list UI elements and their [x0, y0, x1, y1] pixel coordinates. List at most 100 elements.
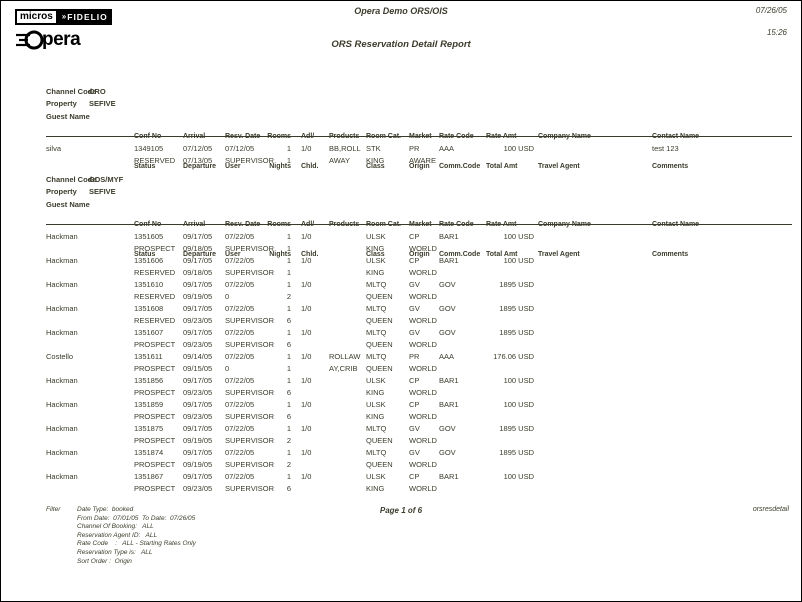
rate-code-cell: GOV [439, 279, 484, 291]
table-row: Hackman 1351607 PROSPECT 09/17/05 09/23/05… [1, 327, 801, 351]
resv-date: 07/22/05 [225, 472, 255, 481]
resv-user: SUPERVISOR [225, 459, 275, 469]
room-class: QUEEN [366, 339, 393, 349]
resv-date-user-cell: 07/22/05 SUPERVISOR [225, 375, 274, 398]
market: CP [409, 472, 420, 481]
rate-code: BAR1 [439, 376, 459, 385]
market: GV [409, 448, 420, 457]
comments: test 123 [652, 144, 679, 153]
rate-code: GOV [439, 424, 456, 433]
column-header-bottom: Nights [269, 251, 291, 258]
column-header-top: Resv. Date [225, 133, 261, 140]
conf-no: 1349105 [134, 144, 164, 153]
column-header-bottom: Status [134, 163, 156, 170]
rooms: 1 [286, 144, 291, 153]
rate-amt: 100 USD [503, 376, 534, 385]
rate-code: GOV [439, 304, 456, 313]
rate-code-cell: AAA [439, 143, 484, 155]
report-time: 15:26 [766, 28, 787, 37]
room-class: KING [366, 155, 385, 165]
resv-date-user-cell: 07/22/05 SUPERVISOR [225, 255, 274, 278]
departure: 09/23/05 [183, 387, 213, 397]
header-rule [46, 224, 792, 225]
conf-status-cell: 1351607 PROSPECT [134, 327, 182, 350]
arrival-departure-cell: 09/17/05 09/19/05 [183, 279, 225, 302]
guest-name: Hackman [46, 304, 78, 313]
guest-name: Hackman [46, 400, 78, 409]
channel-code-row: Channel Code CRO [1, 87, 801, 99]
arrival: 09/17/05 [183, 232, 213, 241]
conf-status-cell: 1351874 PROSPECT [134, 447, 182, 470]
column-header: Rooms Nights [258, 112, 291, 192]
adl-chld: 1/0 [301, 328, 312, 337]
conf-no: 1351859 [134, 400, 164, 409]
opera-o-icon [16, 30, 44, 50]
arrival: 09/17/05 [183, 304, 213, 313]
arrival: 09/17/05 [183, 448, 213, 457]
nights: 1 [286, 243, 291, 253]
channel-code-value: GDS/MYF [89, 175, 124, 184]
table-header: Guest Name Conf No Status Arrival Depart… [1, 200, 801, 258]
arrival-departure-cell: 09/17/05 09/19/05 [183, 423, 225, 446]
rate-amt-cell: 100 USD [479, 399, 534, 411]
property-label: Property [46, 187, 77, 196]
table-row: Hackman 1351606 RESERVED 09/17/05 09/18/05… [1, 255, 801, 279]
column-header-bottom: Travel Agent [538, 163, 580, 170]
column-header-bottom: Total Amt [486, 251, 518, 258]
arrival-departure-cell: 09/17/05 09/23/05 [183, 327, 225, 350]
rooms: 1 [286, 328, 291, 337]
resv-date-user-cell: 07/22/05 SUPERVISOR [225, 303, 275, 326]
nights: 6 [286, 339, 291, 349]
adl-chld: 1/0 [301, 232, 312, 241]
conf-no: 1351867 [134, 472, 164, 481]
column-header: Rate Amt Total Amt [486, 200, 534, 280]
nights: 6 [286, 483, 291, 493]
property-label: Property [46, 99, 77, 108]
room-class: KING [366, 243, 385, 253]
arrival-departure-cell: 09/17/05 09/18/05 [183, 255, 225, 278]
filter-line: Reservation Agent ID: ALL [77, 531, 158, 539]
filter-line: From Date: 07/01/05 To Date: 07/26/05 [77, 514, 196, 522]
origin: WORLD [409, 267, 437, 277]
column-header-bottom: Class [366, 163, 385, 170]
column-header-top: Products [329, 133, 360, 140]
table-row: Hackman 1351608 RESERVED 09/17/05 09/23/05… [1, 303, 801, 327]
market: CP [409, 376, 420, 385]
conf-no: 1351608 [134, 304, 164, 313]
rate-amt-cell: 100 USD [479, 375, 534, 387]
origin: AWARE [409, 155, 436, 165]
status: PROSPECT [134, 363, 176, 373]
adl-chld: 1/0 [301, 472, 312, 481]
guest-name: silva [46, 144, 62, 153]
column-header-bottom: Origin [409, 163, 430, 170]
table-row: Hackman 1351875 PROSPECT 09/17/05 09/19/05… [1, 423, 801, 447]
resv-date: 07/22/05 [225, 280, 255, 289]
status: RESERVED [134, 155, 176, 165]
room-class: KING [366, 483, 385, 493]
page-title: Opera Demo ORS/OIS [354, 6, 448, 16]
property-row: Property SEFIVE [1, 99, 801, 111]
nights: 2 [286, 435, 291, 445]
products-cell: BB,ROLL AWAY [329, 143, 366, 166]
rate-amt: 1895 USD [499, 448, 534, 457]
table-row: Hackman 1351856 PROSPECT 09/17/05 09/23/05… [1, 375, 801, 399]
market-origin-cell: GV WORLD [409, 279, 439, 302]
market: GV [409, 424, 420, 433]
adl-chld: 1/0 [301, 304, 312, 313]
products-line1: BB,ROLL [329, 144, 361, 153]
rate-code: BAR1 [439, 472, 459, 481]
adl-chld-cell: 1/0 [301, 471, 327, 483]
column-header-bottom: Comments [652, 251, 689, 258]
header-rule [46, 136, 792, 137]
origin: WORLD [409, 243, 437, 253]
resv-user: SUPERVISOR [225, 315, 275, 325]
rate-code-cell: BAR1 [439, 375, 484, 387]
resv-user: SUPERVISOR [225, 483, 275, 493]
table-row: Hackman 1351874 PROSPECT 09/17/05 09/19/05… [1, 447, 801, 471]
status: RESERVED [134, 315, 176, 325]
